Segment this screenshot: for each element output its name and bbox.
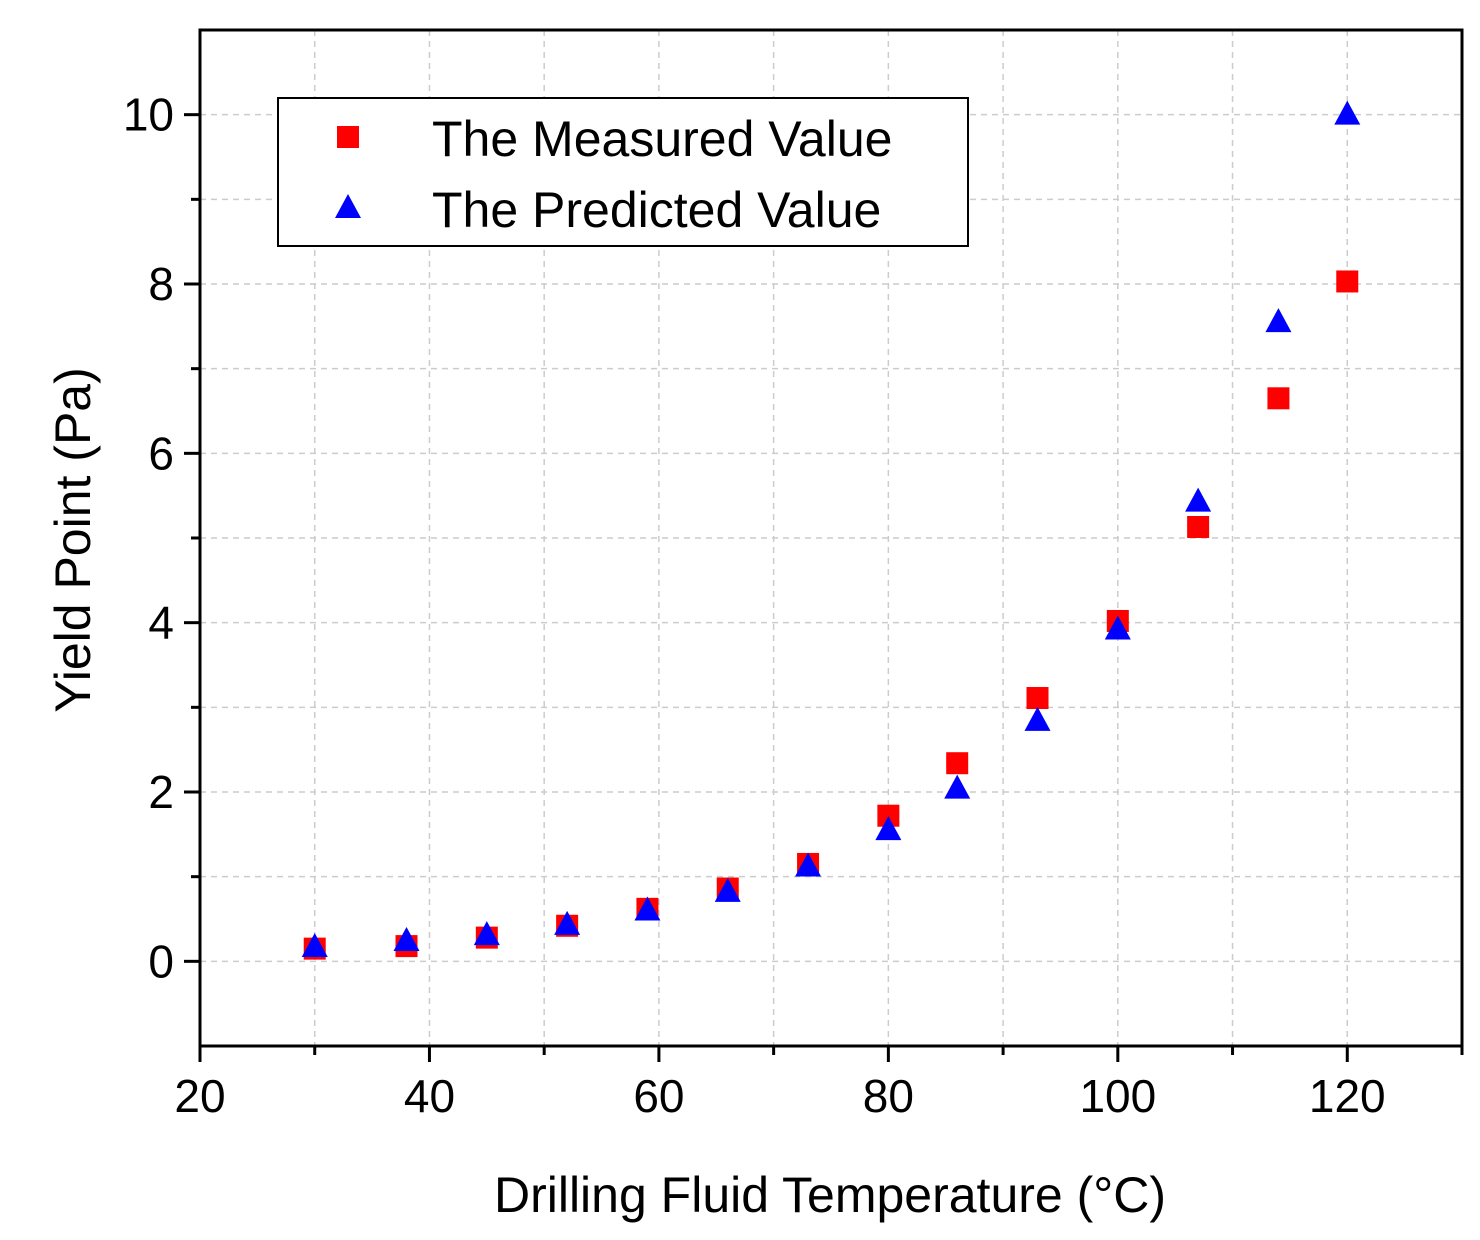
x-axis-title: Drilling Fluid Temperature (°C) — [494, 1167, 1166, 1223]
legend-label-predicted: The Predicted Value — [432, 182, 881, 238]
predicted-point — [473, 921, 500, 946]
x-tick-label: 80 — [863, 1070, 914, 1122]
predicted-point — [795, 852, 822, 877]
predicted-point — [634, 896, 661, 921]
measured-point — [1336, 270, 1359, 293]
legend-measured-marker — [337, 126, 359, 148]
predicted-point — [714, 877, 741, 902]
predicted-point — [944, 774, 971, 799]
legend-label-measured: The Measured Value — [432, 111, 892, 167]
predicted-point — [554, 910, 581, 935]
y-tick-label: 10 — [123, 89, 174, 141]
predicted-point — [1265, 308, 1292, 333]
measured-point — [1026, 687, 1049, 710]
x-tick-label: 60 — [633, 1070, 684, 1122]
x-tick-label: 100 — [1079, 1070, 1156, 1122]
predicted-point — [1185, 487, 1212, 512]
y-tick-label: 8 — [148, 258, 174, 310]
plot-area-frame — [198, 28, 1464, 1048]
predicted-point — [393, 927, 420, 952]
legend-box — [277, 97, 969, 247]
x-tick-label: 40 — [404, 1070, 455, 1122]
y-tick-label: 6 — [148, 427, 174, 479]
data-markers — [301, 100, 1361, 960]
y-tick-label: 4 — [148, 597, 174, 649]
predicted-point — [1334, 100, 1361, 125]
predicted-point — [301, 932, 328, 957]
measured-point — [1187, 515, 1210, 538]
tick-labels: 20 40 60 80 100 120 0 2 4 6 8 10 — [123, 89, 1386, 1122]
y-axis-title: Yield Point (Pa) — [45, 367, 101, 713]
predicted-point — [1024, 706, 1051, 731]
legend: The Measured Value The Predicted Value — [277, 97, 969, 247]
y-tick-label: 2 — [148, 766, 174, 818]
measured-point — [946, 752, 969, 775]
measured-point — [877, 804, 900, 827]
axis-ticks — [184, 113, 1464, 1062]
x-tick-label: 20 — [174, 1070, 225, 1122]
legend-predicted-marker — [335, 194, 361, 218]
y-tick-label: 0 — [148, 935, 174, 987]
measured-point — [1267, 387, 1290, 410]
predicted-point — [1104, 615, 1131, 640]
predicted-point — [875, 816, 902, 841]
x-tick-label: 120 — [1309, 1070, 1386, 1122]
